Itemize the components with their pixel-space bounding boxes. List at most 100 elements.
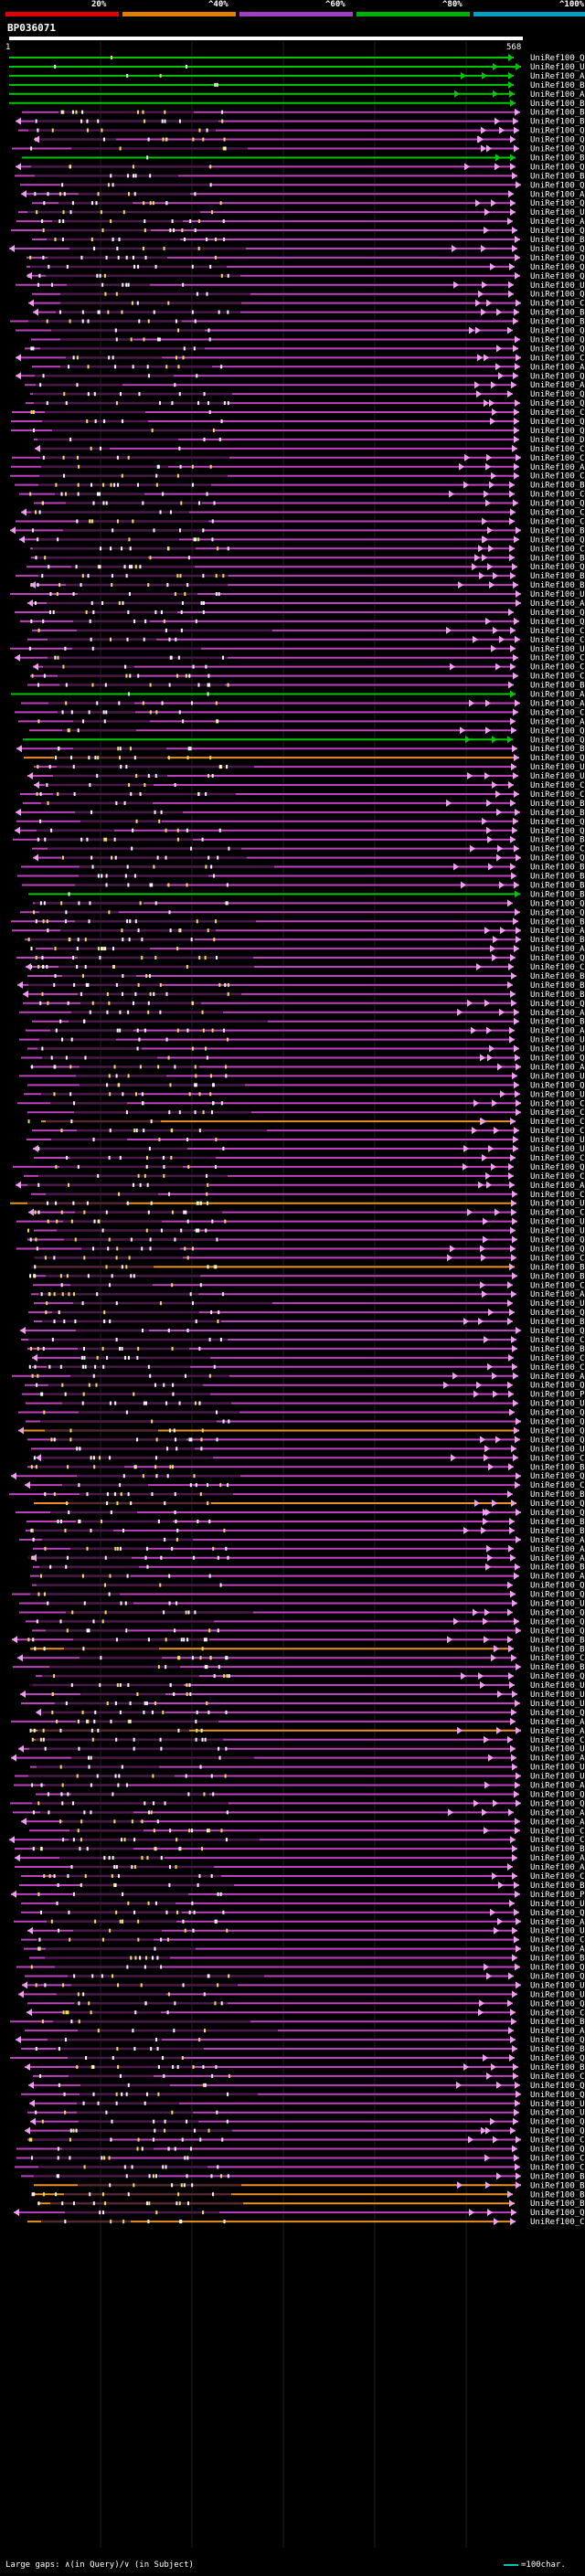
gap-marker bbox=[180, 1638, 183, 1642]
hit-arrow bbox=[509, 1517, 515, 1525]
gap-marker bbox=[35, 1465, 37, 1469]
gap-marker bbox=[225, 1838, 228, 1842]
hit-label: UniRef100_UP1000... bbox=[530, 1200, 585, 1209]
gap-marker bbox=[81, 574, 84, 578]
hit-arrow bbox=[513, 581, 518, 589]
hit-arrow bbox=[511, 872, 516, 880]
hit-arrow-left bbox=[21, 190, 27, 198]
hit-row: UniRef100_Q4A256 bbox=[34, 499, 585, 509]
gap-marker bbox=[90, 446, 92, 451]
hit-label: UniRef100_C5Q8F7 bbox=[530, 445, 585, 454]
gap-marker bbox=[69, 1065, 72, 1069]
gap-marker bbox=[201, 1647, 204, 1651]
hit-row: UniRef100_Q9C5S9 bbox=[25, 1972, 585, 1981]
gap-marker bbox=[41, 219, 44, 224]
gap-marker bbox=[119, 1683, 122, 1688]
gap-marker bbox=[106, 1083, 109, 1087]
gap-marker bbox=[34, 1274, 37, 1278]
gap-marker bbox=[207, 928, 209, 933]
hit-row: UniRef100_C0YC76 bbox=[9, 1836, 585, 1845]
gap-marker bbox=[162, 2165, 165, 2169]
hit-row: UniRef100_B6U4I2 bbox=[16, 572, 585, 581]
gap-marker bbox=[134, 919, 137, 924]
hit-arrow bbox=[449, 490, 454, 498]
hit-row: UniRef100_Q5ZB09 bbox=[20, 908, 585, 917]
gap-marker bbox=[59, 1819, 62, 1824]
gap-marker bbox=[159, 1583, 162, 1587]
hit-arrow-left bbox=[34, 135, 39, 143]
gap-marker bbox=[115, 1737, 118, 1742]
gap-marker bbox=[218, 1746, 220, 1751]
gap-marker bbox=[37, 837, 39, 842]
gap-marker bbox=[38, 1937, 41, 1942]
hit-row: UniRef100_C5Q840 bbox=[25, 1481, 585, 1490]
hit-label: UniRef100_Q4A239 bbox=[530, 127, 585, 136]
gap-marker bbox=[201, 1737, 204, 1742]
gap-marker bbox=[37, 583, 39, 588]
gap-marker bbox=[78, 1519, 80, 1523]
gap-marker bbox=[215, 574, 218, 578]
gap-marker bbox=[83, 1210, 86, 1214]
hit-arrow bbox=[481, 1254, 486, 1262]
gap-marker bbox=[126, 637, 129, 641]
hit-arrow bbox=[477, 135, 483, 143]
hit-row: UniRef100_Q94JZ6 bbox=[26, 1417, 585, 1427]
gap-marker bbox=[114, 328, 117, 333]
gap-marker bbox=[163, 1173, 165, 1178]
gap-marker bbox=[124, 1601, 127, 1606]
gap-marker bbox=[117, 1083, 120, 1087]
hit-arrow bbox=[488, 863, 494, 871]
gap-marker bbox=[221, 1292, 224, 1297]
hit-arrow bbox=[496, 345, 502, 353]
hit-arrow bbox=[510, 626, 516, 634]
hit-label: UniRef100_C1NG83 bbox=[530, 1654, 585, 1663]
gap-marker bbox=[76, 455, 79, 460]
hit-arrow bbox=[508, 1353, 514, 1362]
hit-arrow bbox=[514, 881, 519, 889]
legend-label-2: ^40% bbox=[208, 0, 229, 9]
gap-marker bbox=[156, 855, 159, 860]
hit-arrow bbox=[498, 1881, 504, 1889]
gap-marker bbox=[90, 1755, 92, 1760]
hit-row: UniRef100_B9GF34 bbox=[9, 80, 585, 90]
gap-marker bbox=[207, 1974, 209, 1978]
gap-marker bbox=[227, 2092, 229, 2096]
gap-marker bbox=[203, 1992, 206, 1997]
gap-marker bbox=[109, 2183, 112, 2188]
gap-marker bbox=[168, 910, 171, 915]
gap-marker bbox=[57, 791, 59, 796]
gap-marker bbox=[58, 1928, 60, 1933]
hit-arrow bbox=[480, 1281, 485, 1289]
hit-arrow bbox=[475, 326, 481, 334]
gap-marker bbox=[125, 765, 128, 769]
gap-marker bbox=[30, 965, 33, 969]
hit-row: UniRef100_Q2U6Q3 bbox=[16, 1963, 585, 1973]
gap-marker bbox=[39, 901, 42, 906]
hit-arrow bbox=[512, 1845, 517, 1853]
gap-marker bbox=[80, 1819, 83, 1824]
hit-arrow-left bbox=[11, 1472, 16, 1480]
gap-marker bbox=[150, 1119, 153, 1124]
hit-arrow bbox=[484, 1445, 490, 1453]
gap-marker bbox=[108, 1592, 111, 1596]
gap-marker bbox=[178, 1110, 181, 1115]
hit-arrow bbox=[481, 308, 486, 316]
gap-marker bbox=[169, 1865, 172, 1870]
gap-marker bbox=[163, 619, 165, 623]
gap-marker bbox=[147, 319, 150, 323]
gap-marker bbox=[110, 1719, 112, 1723]
gap-marker bbox=[188, 673, 191, 678]
gap-marker bbox=[38, 510, 41, 514]
hit-label: UniRef100_A6P0F5 bbox=[530, 945, 585, 954]
gap-marker bbox=[214, 1919, 217, 1924]
gap-marker bbox=[45, 1310, 48, 1315]
gap-marker bbox=[154, 2174, 157, 2178]
gap-marker bbox=[83, 1355, 86, 1360]
gap-marker bbox=[225, 901, 228, 906]
gap-marker bbox=[157, 1065, 160, 1069]
gap-marker bbox=[94, 1919, 97, 1924]
hit-label: UniRef100_B8HHG4 bbox=[530, 1318, 585, 1327]
gap-marker bbox=[75, 2128, 78, 2133]
gap-marker bbox=[207, 692, 209, 696]
hit-row: UniRef100_A5STR8 bbox=[29, 1726, 585, 1736]
